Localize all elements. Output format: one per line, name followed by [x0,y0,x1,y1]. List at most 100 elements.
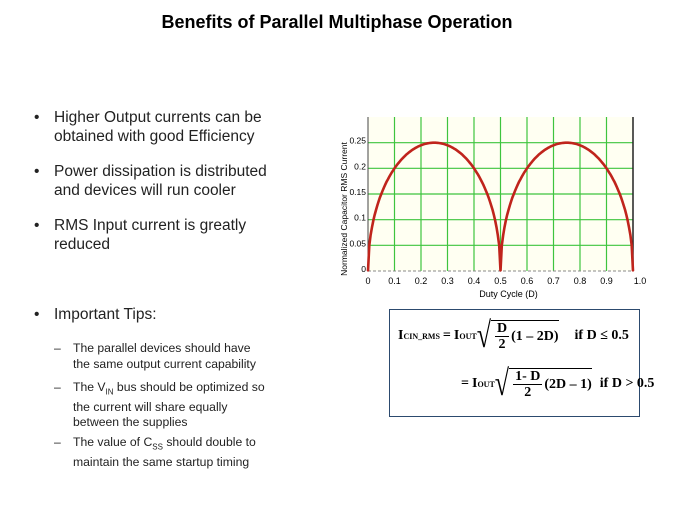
line: and devices will run cooler [54,182,236,199]
factor: (1 – 2D) [511,328,559,344]
symbol: I [471,376,478,391]
x-tick-label: 0.9 [600,276,613,286]
formula-row-1: I CIN_RMS = I OUT √ D 2 (1 – 2D) if D ≤ 0.5 [398,315,629,356]
subscript: SS [152,442,163,452]
data-point [605,167,608,170]
sqrt-sign: √ [494,363,510,404]
y-tick-label: 0.1 [354,213,366,223]
text: The V [73,380,106,394]
subscript: OUT [459,331,477,341]
line: obtained with good Efficiency [54,128,255,145]
y-tick-label: 0.2 [354,161,366,171]
bullet-dot: • [34,109,40,126]
slide-title: Benefits of Parallel Multiphase Operatio… [161,12,513,32]
line: Power dissipation is distributed [54,163,267,180]
formula-box: I CIN_RMS = I OUT √ D 2 (1 – 2D) if D ≤ 0.5 … [389,309,654,417]
bullet-dot: • [34,163,40,180]
x-tick-label: 1.0 [634,276,647,286]
subscript: CIN_RMS [403,331,440,341]
data-point [565,141,568,144]
text: should double to [162,435,256,449]
data-point [494,220,496,223]
x-tick-label: 0.1 [388,276,401,286]
formula-row-2: = I OUT √ 1- D 2 (2D – 1) if D > 0.5 [458,363,655,404]
symbol: I [453,328,460,343]
bullet-dot: • [34,217,40,234]
y-tick-label: 0.15 [349,187,366,197]
bullet-text: Higher Output currents can be obtained wi… [54,108,344,146]
text: bus should be optimized so [113,380,265,394]
data-point [505,220,507,223]
x-tick-label: 0.2 [415,276,428,286]
data-point [420,144,422,147]
data-point [539,152,542,155]
y-tick-label: 0 [361,264,366,274]
bullet-text: Important Tips: [54,306,157,323]
data-point [433,141,436,144]
data-point [459,152,462,155]
bullet-dot: • [34,306,40,323]
tip-text: The parallel devices should have the same… [73,341,333,372]
data-point [499,270,502,272]
line: the current will share equally [73,399,228,414]
y-tick-label: 0.25 [349,136,366,146]
data-point [372,220,375,223]
y-axis-label: Normalized Capacitor RMS Current [339,142,349,276]
x-tick-label: 0.8 [574,276,587,286]
dash: – [54,341,61,355]
y-tick-label: 0.05 [349,238,366,248]
numerator: 1- D [513,369,543,385]
sqrt-sign: √ [476,315,491,356]
text: The value of C [73,435,153,449]
x-tick-label: 0 [365,276,370,286]
radicand: 1- D 2 (2D – 1) [509,368,592,400]
data-point [486,193,489,195]
line: the same output current capability [73,356,256,371]
radicand: D 2 (1 – 2D) [490,320,559,352]
x-tick-label: 0.7 [547,276,560,286]
denominator: 2 [498,337,506,352]
line: Higher Output currents can be [54,109,262,126]
data-point [526,167,528,170]
data-point [552,144,555,147]
data-point [592,152,595,155]
duty-cycle-chart: 0 0.1 0.2 0.3 0.4 0.5 0.6 0.7 0.8 0.9 1.0 0 0.05 0.1 0… [339,117,647,299]
x-tick-label: 0.6 [521,276,534,286]
data-point [632,270,634,272]
dash: – [54,435,61,449]
line: RMS Input current is greatly [54,217,247,234]
dash: – [54,380,61,394]
condition: if D > 0.5 [599,376,655,391]
x-tick-label: 0.3 [441,276,454,286]
equals: = [442,328,451,343]
symbol: I [398,328,404,343]
data-point [367,270,369,272]
subscript: IN [105,387,114,397]
data-point [579,144,581,147]
equals: = [461,376,469,391]
bullet-text: RMS Input current is greatly reduced [54,216,344,254]
data-point [473,167,475,170]
line: maintain the same startup timing [73,454,250,469]
factor: (2D – 1) [544,376,592,392]
data-point [618,193,621,195]
bullet-text: Power dissipation is distributed and devi… [54,162,344,200]
line: The parallel devices should have [73,341,251,355]
tip-text: The value of CSS should double to maintai… [73,435,333,470]
data-point [626,220,629,223]
condition: if D ≤ 0.5 [574,328,629,343]
x-tick-label: 0.4 [468,276,481,286]
data-point [512,193,515,195]
tip-text: The VIN bus should be optimized so the cu… [73,380,333,431]
data-point [406,152,409,155]
line: reduced [54,236,111,253]
line: between the supplies [73,415,188,430]
data-point [446,144,449,147]
x-axis-label: Duty Cycle (D) [479,289,538,299]
data-point [380,193,383,195]
denominator: 2 [524,385,532,400]
x-tick-label: 0.5 [494,276,507,286]
numerator: D [494,321,510,337]
